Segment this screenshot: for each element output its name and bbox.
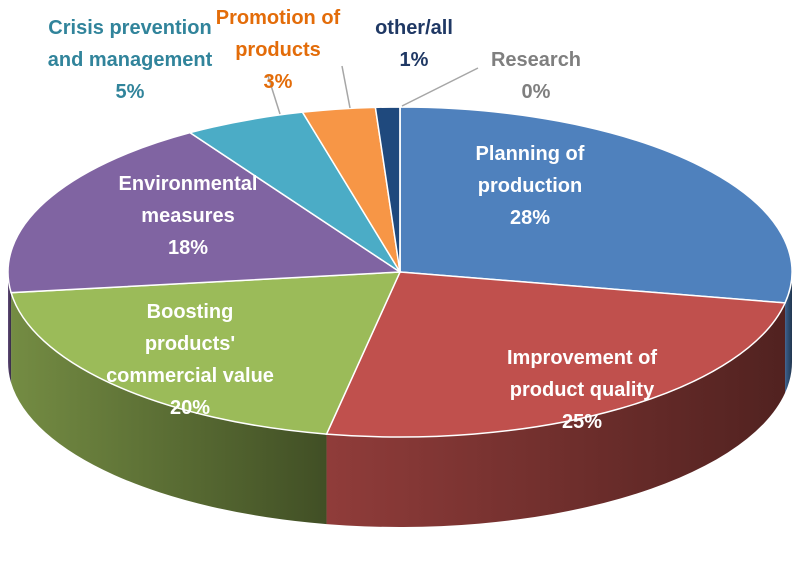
category-label: Boosting products' commercial value — [106, 301, 274, 387]
value-label: 1% — [399, 49, 429, 71]
slice — [399, 106, 792, 304]
leader-line — [267, 75, 281, 115]
slice — [7, 131, 403, 294]
category-label: Promotion of products — [215, 7, 341, 61]
slice — [10, 271, 402, 435]
category-label: Improvement of product quality — [506, 347, 658, 401]
value-label: 28% — [509, 207, 551, 229]
pie-sides — [8, 272, 792, 527]
slice-label: Boosting products' commercial value 20% — [103, 296, 278, 424]
slice-label: Crisis prevention and management 5% — [35, 12, 225, 108]
category-label: other/all — [375, 17, 453, 39]
leader-line — [401, 67, 479, 107]
category-label: Planning of production — [475, 143, 585, 197]
value-label: 25% — [561, 411, 603, 433]
leader-lines — [267, 65, 479, 115]
category-label: Research — [490, 49, 582, 71]
slice-side — [326, 302, 786, 527]
value-label: 18% — [167, 237, 209, 259]
category-label: Environmental measures — [118, 173, 258, 227]
slice — [325, 271, 787, 438]
category-label: Crisis prevention and management — [47, 17, 213, 71]
slice-label: Planning of production 28% — [445, 138, 615, 234]
slice-side — [11, 292, 327, 525]
slice-label: Promotion of products 3% — [208, 2, 348, 98]
slice-side — [785, 272, 792, 393]
slice-label: other/all 1% — [364, 12, 464, 76]
value-label: 3% — [263, 71, 293, 93]
value-label: 0% — [521, 81, 551, 103]
value-label: 20% — [169, 397, 211, 419]
slice-side — [8, 272, 12, 383]
pie-tops — [7, 106, 792, 438]
slice-label: Improvement of product quality 25% — [482, 342, 682, 438]
value-label: 5% — [115, 81, 145, 103]
slice-label: Research 0% — [481, 44, 591, 108]
slice-label: Environmental measures 18% — [106, 168, 271, 264]
leader-line — [341, 65, 351, 109]
